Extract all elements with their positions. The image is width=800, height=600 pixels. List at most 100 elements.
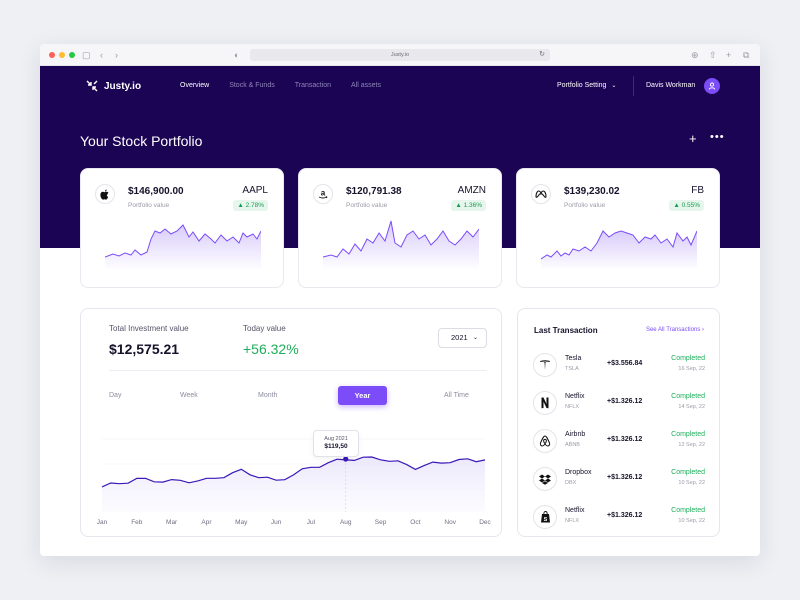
nav-transaction[interactable]: Transaction (294, 82, 332, 89)
user-avatar[interactable] (704, 78, 720, 94)
url-text: Justy.io (390, 52, 410, 58)
stock-change-badge: ▲ 2.78% (233, 200, 268, 211)
chart-area-fill (102, 457, 485, 512)
arrow-up-icon: ▲ (237, 202, 246, 209)
transaction-date: 10 Sep, 22 (678, 480, 705, 486)
total-investment-value: $12,575.21 (109, 341, 180, 357)
stock-card-aapl[interactable]: $146,900.00 Portfolio value AAPL ▲ 2.78% (80, 168, 284, 288)
stock-value: $120,791.38 (346, 186, 402, 197)
last-transaction-panel: Last Transaction See All Transactions › … (517, 308, 720, 537)
range-month[interactable]: Month (258, 392, 278, 399)
new-tab-icon[interactable]: + (726, 50, 732, 60)
stock-change-badge: ▲ 0.55% (669, 200, 704, 211)
stock-value-label: Portfolio value (128, 202, 170, 209)
transaction-ticker: TSLA (565, 366, 579, 372)
x-tick-label: Aug (340, 519, 352, 526)
highlight-point[interactable] (343, 456, 349, 462)
portfolio-setting-dropdown[interactable]: Portfolio Setting ⌄ (557, 82, 616, 89)
transaction-row[interactable]: Tesla TSLA +$3.556.84 Completed 16 Sep, … (518, 351, 721, 381)
see-all-transactions-link[interactable]: See All Transactions › (646, 327, 704, 333)
chevron-down-icon: ⌄ (611, 83, 617, 89)
share-icon[interactable]: ⇧ (709, 50, 717, 60)
chevron-down-icon: ⌄ (472, 335, 478, 341)
sparkline-fb (541, 230, 697, 269)
minimize-window-button[interactable] (59, 52, 65, 58)
stock-card-fb[interactable]: $139,230.02 Portfolio value FB ▲ 0.55% (516, 168, 720, 288)
range-day[interactable]: Day (109, 392, 122, 399)
stock-ticker: FB (691, 185, 704, 196)
browser-window: ▢ ‹ › ◐ Justy.io ↻ ⊕ ⇧ + ⧉ Justy.io Over… (40, 44, 760, 556)
x-tick-label: Feb (131, 519, 143, 526)
transaction-status: Completed (671, 431, 705, 438)
transaction-name: Tesla (565, 355, 582, 362)
more-options-icon[interactable]: ••• (710, 131, 725, 143)
dropbox-icon (533, 467, 557, 491)
x-tick-label: Dec (479, 519, 491, 526)
sidebar-icon[interactable]: ▢ (82, 50, 91, 60)
today-value-label: Today value (243, 324, 286, 333)
stock-change-value: 0.55% (681, 202, 700, 209)
stock-change-value: 2.78% (245, 202, 264, 209)
stock-card-amzn[interactable]: a $120,791.38 Portfolio value AMZN ▲ 1.3… (298, 168, 502, 288)
transaction-row[interactable]: Airbnb ABNB +$1.326.12 Completed 12 Sep,… (518, 427, 721, 457)
transaction-name: Dropbox (565, 469, 592, 476)
user-name[interactable]: Davis Workman (646, 82, 696, 89)
stock-ticker: AAPL (242, 185, 268, 196)
portfolio-setting-label: Portfolio Setting (557, 82, 607, 89)
arrow-up-icon: ▲ (455, 202, 464, 209)
airbnb-icon (533, 429, 557, 453)
investment-chart: Jan Feb Mar Apr May Jun Jul Aug Sep Oct Nov Dec (97, 438, 492, 526)
nav-all-assets[interactable]: All assets (351, 82, 381, 89)
shield-icon[interactable]: ◐ (234, 50, 240, 60)
nav-overview[interactable]: Overview (180, 82, 210, 89)
nav-stock-funds[interactable]: Stock & Funds (229, 82, 275, 89)
stock-value-label: Portfolio value (564, 202, 606, 209)
address-bar[interactable]: Justy.io ↻ (250, 49, 550, 61)
total-investment-label: Total Investment value (109, 324, 189, 333)
range-week[interactable]: Week (180, 392, 198, 399)
svg-text:S: S (543, 517, 547, 523)
close-window-button[interactable] (49, 52, 55, 58)
download-icon[interactable]: ⊕ (691, 50, 699, 60)
range-all-time[interactable]: All Time (444, 392, 469, 399)
year-select[interactable]: 2021 ⌄ (438, 328, 487, 348)
transaction-row[interactable]: Dropbox DBX +$1.326.12 Completed 10 Sep,… (518, 465, 721, 495)
browser-toolbar: ▢ ‹ › ◐ Justy.io ↻ ⊕ ⇧ + ⧉ (40, 44, 760, 66)
add-button[interactable]: + (689, 131, 697, 146)
stock-change-value: 1.36% (463, 202, 482, 209)
chevron-right-icon: › (702, 327, 704, 333)
stock-value: $146,900.00 (128, 186, 184, 197)
investment-panel: Total Investment value $12,575.21 Today … (80, 308, 502, 537)
logo-icon (86, 80, 98, 92)
reload-icon[interactable]: ↻ (539, 51, 545, 58)
x-tick-label: Sep (375, 519, 387, 526)
back-icon[interactable]: ‹ (100, 50, 103, 60)
tooltip-date: Aug 2021 (324, 436, 348, 442)
transaction-name: Netflix (565, 507, 585, 514)
meta-icon (531, 184, 551, 204)
page-title: Your Stock Portfolio (80, 133, 203, 149)
transaction-date: 14 Sep, 22 (678, 404, 705, 410)
year-select-value: 2021 (451, 333, 468, 342)
logo-text: Justy.io (104, 80, 142, 92)
tesla-icon (533, 353, 557, 377)
transaction-ticker: NFLX (565, 404, 580, 410)
maximize-window-button[interactable] (69, 52, 75, 58)
window-controls (49, 52, 75, 58)
range-year[interactable]: Year (338, 386, 387, 405)
stock-value: $139,230.02 (564, 186, 620, 197)
shopify-icon: S (533, 505, 557, 529)
app-logo[interactable]: Justy.io (86, 80, 141, 92)
x-tick-label: Mar (166, 519, 178, 526)
transaction-row[interactable]: S Netflix NFLX +$1.326.12 Completed 10 S… (518, 503, 721, 533)
see-all-label: See All Transactions (645, 327, 701, 333)
forward-icon[interactable]: › (115, 50, 118, 60)
tabs-overview-icon[interactable]: ⧉ (743, 50, 750, 60)
transaction-ticker: DBX (565, 480, 577, 486)
transaction-ticker: NFLX (565, 518, 580, 524)
x-tick-label: Nov (444, 519, 456, 526)
transaction-row[interactable]: Netflix NFLX +$1.326.12 Completed 14 Sep… (518, 389, 721, 419)
stock-ticker: AMZN (457, 185, 486, 196)
transaction-amount: +$1.326.12 (607, 436, 643, 443)
transactions-title: Last Transaction (534, 326, 598, 335)
